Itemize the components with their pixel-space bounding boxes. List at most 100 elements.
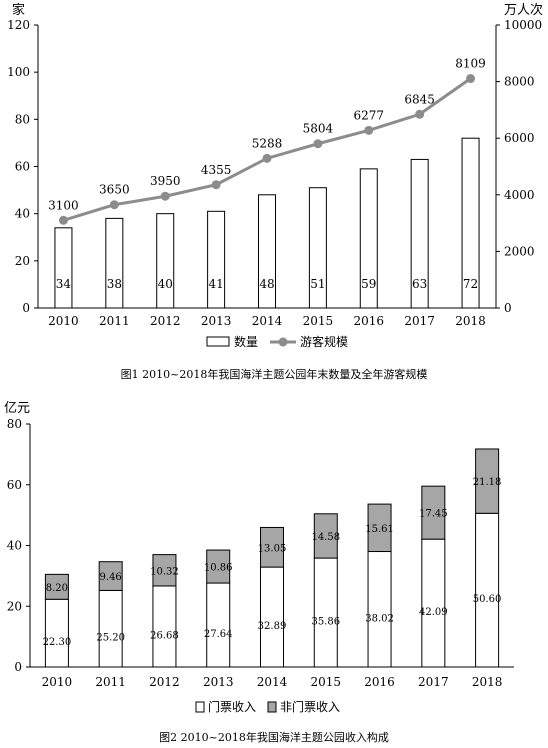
x-tick-label: 2010	[42, 675, 73, 689]
x-tick-label: 2014	[252, 314, 283, 328]
visitor-point	[109, 200, 119, 210]
x-tick-label: 2010	[48, 314, 79, 328]
x-tick-label: 2013	[203, 675, 234, 689]
bar-ticket	[260, 566, 284, 668]
x-tick-label: 2015	[311, 675, 342, 689]
y-tick-label: 0	[14, 660, 22, 674]
bar-non-ticket-label: 8.20	[46, 583, 68, 594]
visitor-point	[211, 180, 221, 190]
bar-non-ticket-label: 14.58	[311, 532, 340, 543]
y-left-tick-label: 80	[15, 112, 30, 126]
y-unit: 亿元	[4, 401, 30, 416]
bar-non-ticket	[367, 503, 392, 553]
bar-non-ticket-label: 9.46	[100, 572, 122, 583]
bar-non-ticket	[475, 448, 500, 514]
bar-ticket-label: 42.09	[419, 607, 448, 618]
bar-ticket-label: 26.68	[150, 630, 179, 641]
bar-non-ticket-label: 10.86	[204, 563, 233, 574]
bar-non-ticket	[313, 513, 338, 559]
x-tick-label: 2016	[354, 314, 385, 328]
x-tick-label: 2018	[455, 314, 486, 328]
bar-ticket-label: 22.30	[43, 637, 72, 648]
visitor-point	[160, 191, 170, 201]
y-right-unit: 万人次	[504, 2, 543, 18]
y-left-tick-label: 0	[22, 301, 30, 315]
legend-visitor-label: 游客规模	[300, 334, 348, 349]
x-tick-label: 2013	[201, 314, 232, 328]
visitor-point	[313, 139, 323, 149]
y-tick-label: 80	[7, 417, 22, 431]
bar-count	[410, 158, 429, 309]
visitor-point	[415, 109, 425, 119]
legend-count-label: 数量	[234, 334, 258, 349]
y-left-tick-label: 120	[7, 18, 30, 32]
x-tick-label: 2016	[364, 675, 395, 689]
y-tick-label: 60	[7, 478, 22, 492]
y-right-tick-label: 8000	[504, 75, 535, 89]
bar-count	[156, 213, 175, 309]
bar-count	[105, 217, 124, 309]
bar-count	[359, 168, 378, 309]
y-right-tick-label: 2000	[504, 244, 535, 258]
bar-count-label: 48	[259, 277, 274, 291]
visitor-value-label: 3650	[99, 183, 130, 197]
chart-2-title: 图2 2010~2018年我国海洋主题公园收入构成	[159, 730, 389, 744]
x-tick-label: 2015	[303, 314, 334, 328]
visitor-point	[364, 125, 374, 135]
y-left-tick-label: 20	[15, 254, 30, 268]
bar-count-label: 59	[361, 277, 376, 291]
x-tick-label: 2011	[99, 314, 130, 328]
bar-non-ticket-label: 21.18	[473, 477, 502, 488]
bar-count	[308, 187, 327, 309]
bar-ticket	[367, 551, 392, 668]
bar-ticket	[475, 512, 500, 668]
bar-count	[461, 137, 480, 309]
visitor-value-label: 6277	[354, 108, 385, 122]
bar-count-label: 41	[208, 277, 223, 291]
y-tick-label: 20	[7, 599, 22, 613]
bar-count-label: 34	[56, 277, 72, 291]
x-tick-label: 2012	[150, 314, 181, 328]
legend-ticket-label: 门票收入	[208, 699, 256, 714]
bar-count-label: 38	[107, 277, 122, 291]
y-right-tick-label: 0	[504, 301, 512, 315]
legend-non-ticket-label: 非门票收入	[280, 699, 340, 714]
bar-count	[54, 227, 73, 309]
legend-ticket-swatch	[195, 701, 205, 713]
visitor-value-label: 3950	[150, 174, 181, 188]
legend-visitor-marker	[278, 337, 288, 347]
chart-1-title: 图1 2010~2018年我国海洋主题公园年末数量及全年游客规模	[121, 367, 428, 381]
visitor-value-label: 3100	[48, 198, 79, 212]
y-left-tick-label: 60	[15, 160, 30, 174]
x-tick-label: 2017	[418, 675, 449, 689]
x-tick-label: 2014	[257, 675, 288, 689]
bar-ticket-label: 32.89	[258, 621, 287, 632]
bar-count-label: 51	[310, 277, 325, 291]
visitor-point	[262, 153, 272, 163]
visitor-point	[58, 215, 68, 225]
visitor-value-label: 5804	[303, 122, 334, 136]
legend-non-ticket-swatch	[267, 701, 277, 713]
legend-count-swatch	[206, 336, 230, 347]
chart-1: 0 20 40 60 80 100 120 0 2000 4000 6000 8000 10000 家 万人…	[7, 2, 543, 381]
bar-ticket-label: 25.20	[96, 633, 125, 644]
bar-non-ticket	[44, 573, 69, 600]
bar-ticket-label: 38.02	[365, 613, 394, 624]
y-left-unit: 家	[12, 2, 25, 18]
y-right-tick-label: 10000	[504, 18, 542, 32]
bar-ticket	[206, 582, 231, 668]
bar-non-ticket-label: 17.45	[419, 509, 448, 520]
x-tick-label: 2011	[95, 675, 126, 689]
bar-non-ticket	[421, 485, 446, 540]
visitor-point	[466, 74, 476, 84]
y-right-tick-label: 4000	[504, 188, 535, 202]
x-tick-label: 2018	[472, 675, 503, 689]
y-right-tick-label: 6000	[504, 131, 535, 145]
bar-count-label: 63	[412, 277, 427, 291]
bar-ticket-label: 35.86	[311, 617, 340, 628]
bar-non-ticket	[260, 526, 284, 568]
x-tick-label: 2012	[149, 675, 180, 689]
visitor-value-label: 4355	[201, 163, 232, 177]
